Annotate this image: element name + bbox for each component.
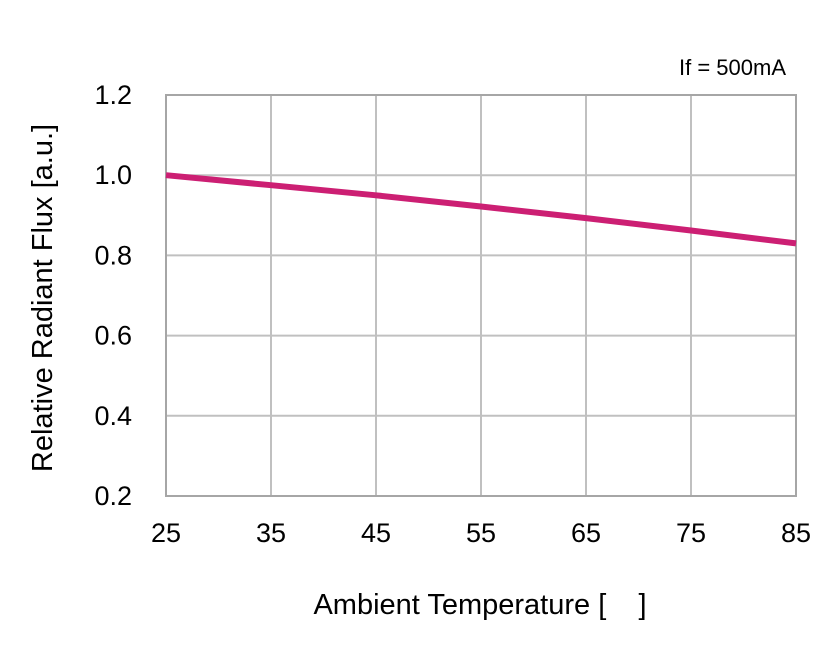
current-annotation: If = 500mA	[679, 55, 786, 80]
x-tick-label: 45	[361, 518, 391, 548]
x-tick-label: 35	[256, 518, 286, 548]
y-tick-label: 1.2	[94, 80, 132, 110]
y-tick-labels: 0.2 0.4 0.6 0.8 1.0 1.2	[94, 80, 132, 511]
y-tick-label: 0.8	[94, 240, 132, 270]
x-tick-labels: 25 35 45 55 65 75 85	[151, 518, 811, 548]
x-axis-title: Ambient Temperature [ ]	[313, 589, 646, 621]
series-line-0	[165, 172, 797, 247]
series-layer	[165, 172, 797, 247]
x-tick-label: 85	[781, 518, 811, 548]
x-tick-label: 75	[676, 518, 706, 548]
y-tick-label: 0.2	[94, 481, 132, 511]
grid	[165, 94, 797, 497]
y-tick-label: 0.6	[94, 321, 132, 351]
x-tick-label: 65	[571, 518, 601, 548]
y-tick-label: 0.4	[94, 401, 132, 431]
y-tick-label: 1.0	[94, 160, 132, 190]
plot-area	[165, 94, 797, 497]
x-tick-label: 55	[466, 518, 496, 548]
y-axis-title: Relative Radiant Flux [a.u.]	[27, 124, 59, 472]
x-tick-label: 25	[151, 518, 181, 548]
